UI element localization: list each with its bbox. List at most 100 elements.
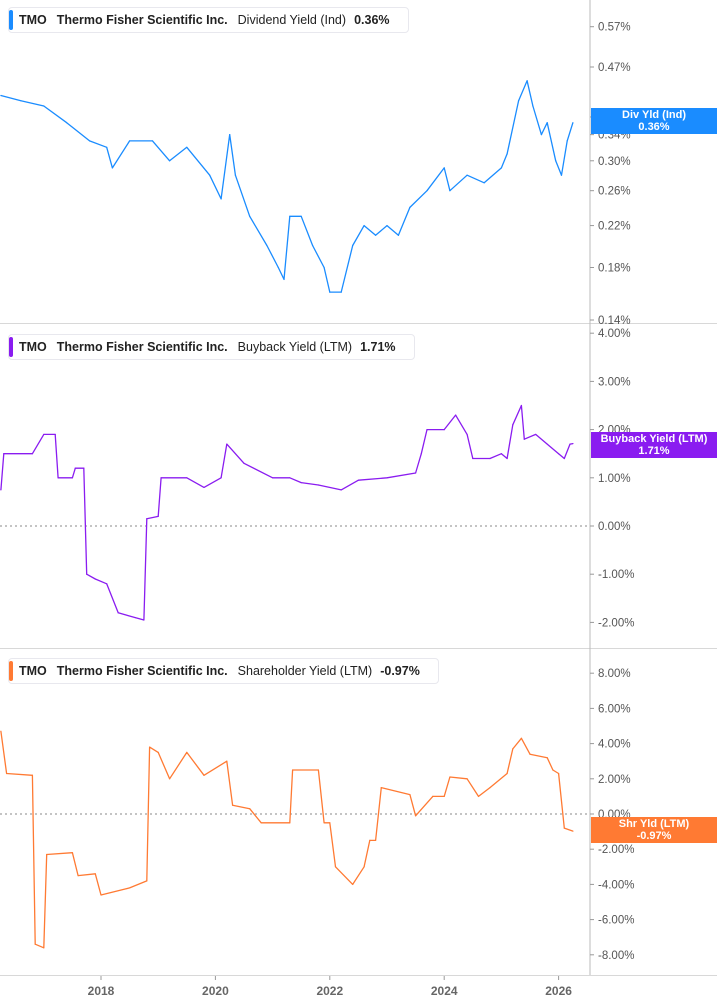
data-point [203,774,205,776]
y-tick-label: 4.00% [598,739,631,751]
data-point [386,224,388,227]
data-point [415,815,417,817]
data-point [143,619,145,621]
data-point [443,795,445,798]
data-point [558,772,560,775]
data-point [323,822,325,824]
legend-metric: Buyback Yield (LTM) [237,340,353,354]
data-point [512,424,514,426]
data-point [209,174,211,176]
data-point [83,467,85,469]
badge-label: Shr Yld (LTM) [618,818,690,830]
data-point [560,174,563,176]
data-point [566,140,568,142]
data-point [66,122,68,124]
data-point [6,772,8,775]
data-point [111,167,114,169]
data-point [94,873,96,875]
badge-value: 0.36% [638,121,670,133]
data-point [449,776,451,778]
data-point [352,883,354,886]
y-tick-label: 8.00% [598,668,631,680]
data-point [483,182,485,184]
legend-dividend-yield: TMO Thermo Fisher Scientific Inc. Dividend… [8,7,409,33]
data-point [220,198,222,200]
y-tick-label: -6.00% [598,915,634,927]
data-point [31,774,33,776]
data-point [466,778,468,780]
data-point [31,453,33,455]
x-tick-label: 2018 [88,984,115,998]
current-value-badge-buyback: Buyback Yield (LTM) 1.71% [591,432,717,458]
data-point [234,174,237,176]
data-point [229,134,231,136]
y-tick-label: 0.00% [598,521,631,533]
data-point [186,477,188,479]
data-point [272,477,274,479]
data-point [71,477,73,479]
y-tick-label: 0.22% [598,221,631,233]
y-tick-label: 6.00% [598,703,631,715]
data-point [555,160,557,162]
data-point [160,477,162,479]
data-point [443,429,445,431]
data-point [243,462,245,464]
data-point [186,146,188,148]
data-point [3,453,5,455]
data-point [146,880,148,882]
data-point [157,515,159,517]
data-point [289,477,291,479]
data-point [300,215,302,217]
data-point [466,433,468,436]
series-color-marker [9,337,13,357]
data-point [106,583,108,585]
data-point [249,215,251,217]
data-point [500,453,502,455]
data-point [546,443,548,445]
data-point [169,778,171,780]
data-point [546,122,548,124]
data-point [520,737,523,739]
data-point [277,266,279,269]
x-tick-label: 2026 [545,984,572,998]
data-point [357,479,359,481]
data-point [292,769,294,771]
data-point [260,822,262,824]
data-point [540,134,543,136]
series-line [0,404,574,621]
data-point [88,140,91,142]
data-point [546,757,548,759]
x-tick-label: 2024 [431,984,458,998]
data-point [340,291,342,293]
data-point [54,433,56,436]
data-point [426,190,428,192]
y-tick-label: 2.00% [598,774,631,786]
y-tick-label: 0.57% [598,22,631,34]
current-value-badge-shareholder: Shr Yld (LTM) -0.97% [591,817,717,843]
data-point [415,472,417,474]
data-point [409,206,411,209]
data-point [489,787,491,789]
data-point [523,438,525,440]
y-tick-label: 0.26% [598,186,631,198]
data-point [312,244,314,247]
data-point [380,787,382,789]
data-point [317,484,319,486]
series-color-marker [9,661,13,681]
data-point [186,751,188,754]
y-tick-label: 4.00% [598,328,631,340]
legend-value: 1.71% [360,340,396,354]
y-tick-label: -4.00% [598,879,634,891]
data-point [529,753,531,755]
data-point [517,100,520,102]
x-tick-label: 2020 [202,984,229,998]
data-point [220,477,222,479]
data-point [409,794,411,796]
data-point [146,518,148,520]
data-point [134,616,136,619]
data-point [455,414,457,416]
data-point [283,278,285,281]
legend-ticker: TMO [19,340,47,354]
data-point [563,827,565,829]
data-point [77,875,79,877]
